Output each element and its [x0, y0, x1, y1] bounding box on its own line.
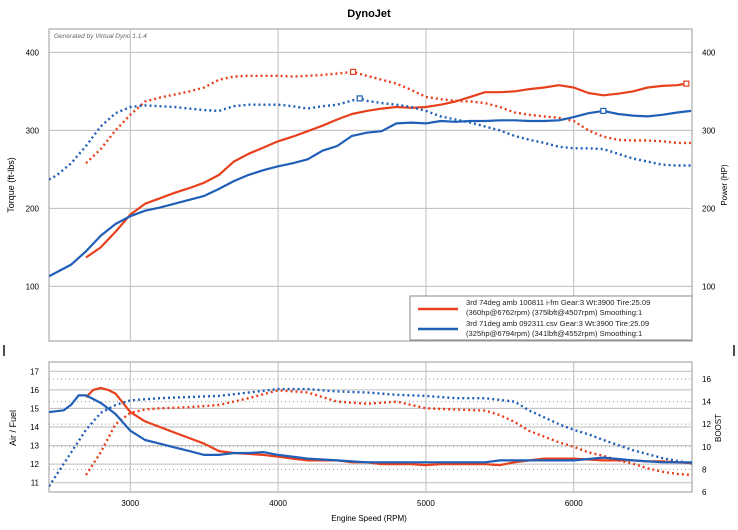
bottom-grid — [49, 362, 692, 493]
left-tick-label: 13 — [30, 442, 39, 451]
peak-marker — [683, 80, 690, 87]
x-tick-label: 4000 — [269, 499, 287, 508]
torque-power-series — [49, 68, 692, 278]
legend-blue-line2: (325hp@6794rpm) (341lbft@4552rpm) Smooth… — [466, 329, 642, 338]
watermark-text: Generated by Virtual Dyno 1.1.4 — [54, 33, 147, 40]
legend-red-line1: 3rd 74deg amb 100811 i-fm Gear:3 Wt:3900… — [466, 298, 650, 307]
right-tick-label: 300 — [702, 126, 716, 135]
left-tick-label: 400 — [26, 48, 40, 57]
left-tick-label: 16 — [30, 386, 39, 395]
left-tick-label: 11 — [31, 479, 40, 488]
power-axis-label: Power (HP) — [720, 164, 729, 206]
left-tick-label: 300 — [26, 126, 40, 135]
power-tick-labels: 100 200 300 400 — [702, 48, 716, 291]
legend-red-line2: (360hp@6762rpm) (375lbft@4507rpm) Smooth… — [466, 308, 642, 317]
red-torque-line — [85, 70, 692, 165]
red-power-line — [85, 82, 687, 259]
blue-boost-line — [49, 387, 692, 487]
peak-marker — [600, 107, 607, 115]
afr-tick-labels: 11 12 13 14 15 16 17 — [30, 367, 39, 487]
rpm-tick-labels: 3000 4000 5000 6000 — [121, 499, 583, 508]
left-tick-label: 14 — [30, 423, 39, 432]
boost-axis-label: BOOST — [714, 414, 723, 442]
right-tick-label: 12 — [702, 420, 711, 429]
right-tick-label: 10 — [702, 443, 711, 452]
left-tick-label: 15 — [30, 404, 39, 413]
peak-marker — [349, 68, 357, 76]
blue-afr-line — [49, 394, 692, 464]
right-tick-label: 14 — [702, 398, 711, 407]
left-tick-label: 17 — [30, 367, 39, 376]
boost-tick-labels: 6 8 10 12 14 16 — [702, 375, 711, 497]
left-tick-label: 12 — [30, 460, 39, 469]
peak-marker — [356, 95, 363, 102]
right-tick-label: 8 — [702, 465, 707, 474]
blue-torque-line — [49, 97, 692, 181]
torque-axis-label: Torque (ft-lbs) — [6, 157, 16, 213]
legend-blue-line1: 3rd 71deg amb 092311.csv Gear:3 Wt:3900 … — [466, 319, 649, 328]
right-tick-label: 200 — [702, 204, 716, 213]
right-tick-label: 16 — [702, 375, 711, 384]
x-tick-label: 5000 — [417, 499, 435, 508]
rpm-axis-label: Engine Speed (RPM) — [331, 514, 407, 523]
right-tick-label: 100 — [702, 282, 716, 291]
afr-boost-series — [49, 386, 692, 487]
top-grid — [49, 29, 692, 341]
x-tick-label: 3000 — [121, 499, 139, 508]
left-tick-label: 200 — [26, 204, 40, 213]
x-tick-label: 6000 — [565, 499, 583, 508]
right-tick-label: 6 — [702, 488, 707, 497]
blue-power-line — [49, 109, 692, 278]
torque-power-plot-area — [48, 28, 693, 342]
chart-title: DynoJet — [347, 8, 391, 20]
legend: 3rd 74deg amb 100811 i-fm Gear:3 Wt:3900… — [409, 295, 693, 341]
right-tick-label: 400 — [702, 48, 716, 57]
left-tick-label: 100 — [26, 282, 40, 291]
torque-tick-labels: 100 200 300 400 — [26, 48, 40, 291]
afr-axis-label: Air / Fuel — [8, 410, 18, 446]
